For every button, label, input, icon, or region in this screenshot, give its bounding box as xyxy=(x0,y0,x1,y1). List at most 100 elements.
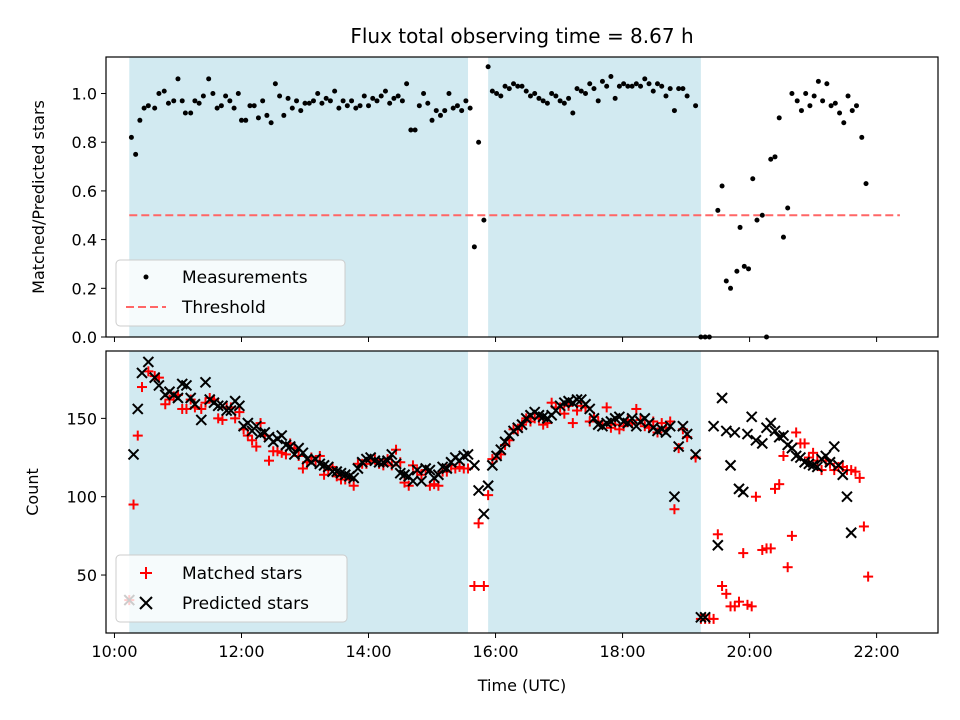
measurements-point xyxy=(828,103,834,109)
measurements-point xyxy=(785,205,791,211)
measurements-point xyxy=(532,91,538,97)
measurements-point xyxy=(370,95,376,101)
predicted-stars-point xyxy=(769,425,781,437)
measurements-point xyxy=(231,105,237,111)
matched-stars-point xyxy=(808,447,819,458)
measurements-point xyxy=(574,86,580,92)
measurements-point xyxy=(859,134,865,140)
matched-stars-point xyxy=(297,463,308,474)
measurements-point xyxy=(433,108,439,114)
measurements-point xyxy=(412,127,418,133)
x-tick-label: 20:00 xyxy=(727,642,773,661)
measurements-point xyxy=(515,83,521,89)
measurements-point xyxy=(578,88,584,94)
measurements-point xyxy=(277,93,283,99)
measurements-point xyxy=(667,86,673,92)
measurements-point xyxy=(327,98,333,104)
matched-stars-point xyxy=(858,521,869,532)
measurements-point xyxy=(200,93,206,99)
predicted-stars-point xyxy=(462,448,474,461)
y-tick-label: 0.2 xyxy=(72,279,97,298)
legend-measurements-marker xyxy=(143,274,149,280)
legend-matched-marker xyxy=(140,567,152,579)
bottom-legend-box xyxy=(115,554,348,623)
predicted-stars-point xyxy=(432,469,445,481)
measurements-point xyxy=(161,88,167,94)
predicted-stars-point xyxy=(737,486,749,498)
measurements-point xyxy=(285,95,291,101)
measurements-point xyxy=(145,103,151,109)
y-tick-label: 1.0 xyxy=(72,85,97,104)
chart-title: Flux total observing time = 8.67 h xyxy=(350,24,693,48)
measurements-point xyxy=(719,183,725,189)
predicted-stars-point xyxy=(415,475,428,487)
measurements-point xyxy=(553,93,559,99)
predicted-stars-point xyxy=(681,428,693,440)
predicted-stars-point xyxy=(820,450,832,462)
measurements-point xyxy=(684,93,690,99)
matched-stars-point xyxy=(234,407,245,418)
measurements-point xyxy=(591,86,597,92)
predicted-stars-point xyxy=(828,440,840,453)
measurements-point xyxy=(608,73,614,79)
bottom-panel: 10:00 12:00 14:00 16:00 18:00 20:00 22:00 50 100… xyxy=(23,350,939,695)
measurements-point xyxy=(247,103,253,109)
measurements-point xyxy=(310,98,316,104)
predicted-stars-point xyxy=(699,611,711,624)
predicted-stars-point xyxy=(668,490,681,503)
top-legend: Measurements Threshold xyxy=(115,259,346,327)
measurements-point xyxy=(798,108,804,114)
observing-span-1 xyxy=(488,351,701,633)
measurements-point xyxy=(629,83,635,89)
matched-stars-point xyxy=(251,441,262,452)
matched-stars-point xyxy=(786,530,797,541)
predicted-stars-point xyxy=(626,412,638,425)
measurements-point xyxy=(378,93,384,99)
matched-stars-point xyxy=(774,479,785,490)
predicted-stars-point xyxy=(184,392,197,404)
measurements-point xyxy=(676,86,682,92)
top-panel: 0.0 0.2 0.4 0.6 0.8 1.0 Matched/Predicted sta… xyxy=(29,56,939,347)
measurements-point xyxy=(421,91,427,97)
matched-stars-point xyxy=(733,596,744,607)
matched-stars-point xyxy=(473,518,484,529)
measurements-point xyxy=(437,112,443,118)
measurements-point xyxy=(302,100,308,106)
measurements-point xyxy=(344,103,350,109)
predicted-stars-point xyxy=(148,371,161,384)
predicted-stars-point xyxy=(741,428,754,440)
predicted-stars-point xyxy=(786,442,798,454)
x-tick-label: 14:00 xyxy=(345,642,391,661)
measurements-point xyxy=(776,115,782,121)
predicted-stars-point xyxy=(482,480,494,492)
predicted-stars-point xyxy=(499,436,511,448)
measurements-point xyxy=(671,108,677,114)
measurements-point xyxy=(549,91,555,97)
measurements-point xyxy=(789,91,795,97)
measurements-point xyxy=(616,83,622,89)
y-tick-label: 50 xyxy=(77,566,97,585)
measurements-point xyxy=(502,83,508,89)
measurements-point xyxy=(663,93,669,99)
measurements-point xyxy=(693,103,699,109)
matched-stars-point xyxy=(247,435,258,446)
measurements-point xyxy=(824,81,830,87)
measurements-point xyxy=(811,93,817,99)
measurements-point xyxy=(141,105,147,111)
predicted-stars-point xyxy=(199,376,212,389)
measurements-point xyxy=(794,98,800,104)
matched-stars-point xyxy=(601,402,612,413)
predicted-stars-point xyxy=(689,448,702,461)
matched-stars-point xyxy=(196,403,207,414)
measurements-point xyxy=(251,103,257,109)
measurements-point xyxy=(353,105,359,111)
measurements-point xyxy=(264,112,270,118)
y-tick-label: 150 xyxy=(66,409,97,428)
x-tick-label: 12:00 xyxy=(218,642,264,661)
predicted-stars-point xyxy=(297,447,309,459)
matched-stars-point xyxy=(791,427,802,438)
bottom-plot-frame xyxy=(105,350,939,634)
measurements-point xyxy=(218,103,224,109)
x-tick-label: 16:00 xyxy=(472,642,518,661)
measurements-point xyxy=(506,86,512,92)
